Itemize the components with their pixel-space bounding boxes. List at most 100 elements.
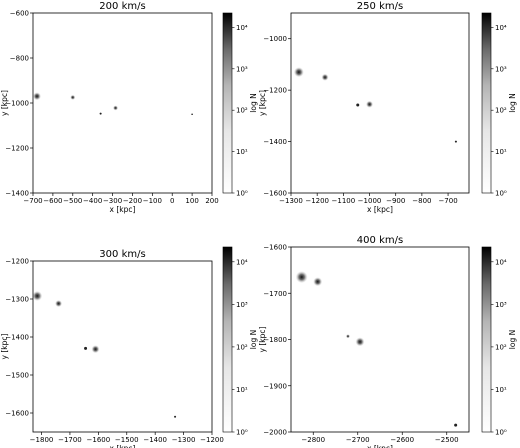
x-tick-label: −1500 bbox=[115, 436, 139, 444]
colorbar-tick-label: 10³ bbox=[236, 301, 248, 309]
axes-frame bbox=[32, 260, 213, 433]
subplot-title: 300 km/s bbox=[99, 249, 145, 260]
data-point bbox=[99, 112, 102, 115]
data-point bbox=[321, 73, 329, 81]
data-point bbox=[345, 334, 350, 339]
data-point bbox=[113, 105, 119, 111]
subplot-title: 200 km/s bbox=[99, 1, 145, 12]
data-point bbox=[293, 67, 304, 78]
data-point bbox=[33, 92, 41, 101]
data-point bbox=[366, 100, 374, 108]
y-tick-label: −1200 bbox=[5, 145, 29, 153]
data-point bbox=[84, 346, 88, 350]
y-tick-label: −1700 bbox=[263, 290, 287, 298]
x-tick-label: −600 bbox=[43, 197, 62, 205]
y-tick-label: −800 bbox=[10, 55, 29, 63]
y-tick-label: −1000 bbox=[263, 35, 287, 43]
colorbar-tick-label: 10⁴ bbox=[236, 258, 248, 266]
subplot-2: 250 km/s−1300 −1200 −1100 −1000 −900 −800 −700… bbox=[258, 1, 517, 214]
x-tick-label: −400 bbox=[83, 197, 102, 205]
data-point bbox=[191, 113, 193, 116]
x-tick-label: −1200 bbox=[305, 197, 329, 205]
colorbar-tick-label: 10² bbox=[236, 107, 248, 115]
y-tick-label: −1600 bbox=[263, 244, 287, 252]
colorbar-tick-label: 10⁰ bbox=[236, 190, 248, 198]
subplot-title: 400 km/s bbox=[357, 235, 403, 246]
x-tick-label: −1300 bbox=[172, 436, 196, 444]
x-axis-label: x [kpc] bbox=[110, 444, 136, 448]
x-tick-label: −200 bbox=[123, 197, 142, 205]
subplot-4: 400 km/s −2800 −2700 −2600 −2500 −2000 −1900 −1… bbox=[258, 235, 517, 448]
x-tick-label: 200 bbox=[205, 197, 218, 205]
x-tick-label: −800 bbox=[412, 197, 431, 205]
subplot-3: 300 km/s −1800 −1700 −1600 −1500 −1400 −1300 −1… bbox=[0, 246, 258, 448]
x-tick-label: −700 bbox=[438, 197, 457, 205]
x-tick-label: −2500 bbox=[435, 436, 459, 444]
data-point bbox=[70, 94, 76, 100]
y-tick-label: −1900 bbox=[263, 382, 287, 390]
x-tick-label: −1800 bbox=[30, 436, 54, 444]
data-point bbox=[356, 103, 360, 107]
colorbar bbox=[222, 12, 233, 194]
colorbar-tick-label: 10³ bbox=[236, 65, 248, 73]
y-tick-label: −1200 bbox=[263, 87, 287, 95]
x-tick-label: −700 bbox=[23, 197, 42, 205]
x-tick-label: −1200 bbox=[200, 436, 224, 444]
y-tick-label: −1400 bbox=[5, 334, 29, 342]
data-point bbox=[454, 140, 457, 143]
axes-frame bbox=[290, 12, 470, 194]
y-tick-label: −1200 bbox=[5, 258, 29, 266]
x-tick-label: −100 bbox=[143, 197, 162, 205]
x-tick-label: −1600 bbox=[87, 436, 111, 444]
x-tick-label: 100 bbox=[185, 197, 198, 205]
x-tick-label: −1300 bbox=[279, 197, 303, 205]
data-points bbox=[33, 92, 193, 116]
colorbar-tick-label: 10⁰ bbox=[236, 429, 248, 437]
colorbar-tick-label: 10² bbox=[495, 107, 507, 115]
y-axis-label: y [kpc] bbox=[258, 326, 267, 352]
y-tick-label: −2000 bbox=[263, 429, 287, 437]
subplot-1: 200 km/s−700 −600 −500 −400 −300 −200 −100 0 100… bbox=[0, 1, 258, 214]
x-axis-label: x [kpc] bbox=[367, 444, 393, 448]
colorbar-label: log N bbox=[508, 330, 517, 349]
x-tick-label: −2800 bbox=[301, 436, 325, 444]
colorbar bbox=[481, 12, 492, 194]
x-axis-label: x [kpc] bbox=[367, 205, 393, 214]
data-point bbox=[454, 423, 458, 427]
x-tick-label: −1700 bbox=[58, 436, 82, 444]
colorbar-tick-label: 10² bbox=[495, 343, 507, 351]
data-point bbox=[33, 290, 43, 301]
data-point bbox=[355, 337, 365, 347]
colorbar-tick-label: 10³ bbox=[495, 65, 507, 73]
data-point bbox=[295, 271, 308, 284]
subplot-title: 250 km/s bbox=[357, 1, 403, 12]
colorbar-tick-label: 10⁰ bbox=[495, 190, 507, 198]
x-tick-label: −2700 bbox=[346, 436, 370, 444]
y-tick-label: −600 bbox=[10, 10, 29, 18]
colorbar-label: log N bbox=[249, 330, 258, 349]
x-tick-label: −2600 bbox=[390, 436, 414, 444]
colorbar-tick-label: 10¹ bbox=[495, 386, 507, 394]
colorbar-tick-label: 10⁰ bbox=[495, 429, 507, 437]
colorbar-tick-label: 10¹ bbox=[495, 148, 507, 156]
data-points bbox=[33, 290, 177, 418]
y-tick-label: −1800 bbox=[263, 336, 287, 344]
colorbar-tick-label: 10⁴ bbox=[236, 24, 248, 32]
x-axis-label: x [kpc] bbox=[110, 205, 136, 214]
y-tick-label: −1400 bbox=[263, 138, 287, 146]
colorbar-tick-label: 10¹ bbox=[236, 148, 248, 156]
data-point bbox=[55, 300, 63, 308]
y-tick-label: −1000 bbox=[5, 100, 29, 108]
x-tick-label: −1000 bbox=[358, 197, 382, 205]
colorbar-tick-label: 10¹ bbox=[236, 386, 248, 394]
colorbar bbox=[481, 246, 492, 433]
y-axis-label: y [kpc] bbox=[258, 90, 267, 116]
colorbar-tick-label: 10³ bbox=[495, 301, 507, 309]
colorbar-label: log N bbox=[249, 93, 258, 112]
x-tick-label: −1100 bbox=[332, 197, 356, 205]
y-axis-label: y [kpc] bbox=[0, 333, 9, 359]
x-tick-label: 0 bbox=[170, 197, 174, 205]
colorbar-tick-label: 10⁴ bbox=[495, 258, 507, 266]
colorbar-tick-label: 10² bbox=[236, 343, 248, 351]
